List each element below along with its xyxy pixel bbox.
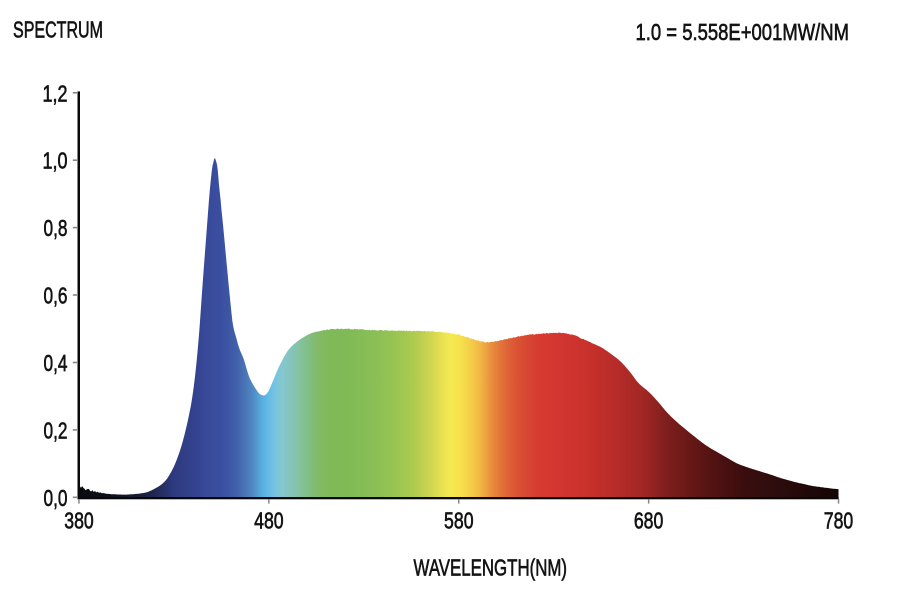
svg-text:780: 780 <box>824 507 854 533</box>
svg-text:0,0: 0,0 <box>44 485 68 511</box>
svg-text:WAVELENGTH(NM): WAVELENGTH(NM) <box>414 554 568 580</box>
svg-text:0,2: 0,2 <box>44 417 68 443</box>
svg-text:0,8: 0,8 <box>44 215 68 241</box>
svg-text:1,2: 1,2 <box>43 80 68 106</box>
svg-text:480: 480 <box>254 507 284 533</box>
svg-text:0,4: 0,4 <box>44 350 68 376</box>
svg-text:680: 680 <box>634 507 664 533</box>
svg-text:SPECTRUM: SPECTRUM <box>13 16 103 42</box>
svg-text:380: 380 <box>64 507 94 533</box>
svg-text:580: 580 <box>444 507 474 533</box>
svg-text:1,0: 1,0 <box>43 148 68 174</box>
svg-text:1.0 = 5.558E+001MW/NM: 1.0 = 5.558E+001MW/NM <box>636 19 850 45</box>
svg-text:0,6: 0,6 <box>44 283 68 309</box>
